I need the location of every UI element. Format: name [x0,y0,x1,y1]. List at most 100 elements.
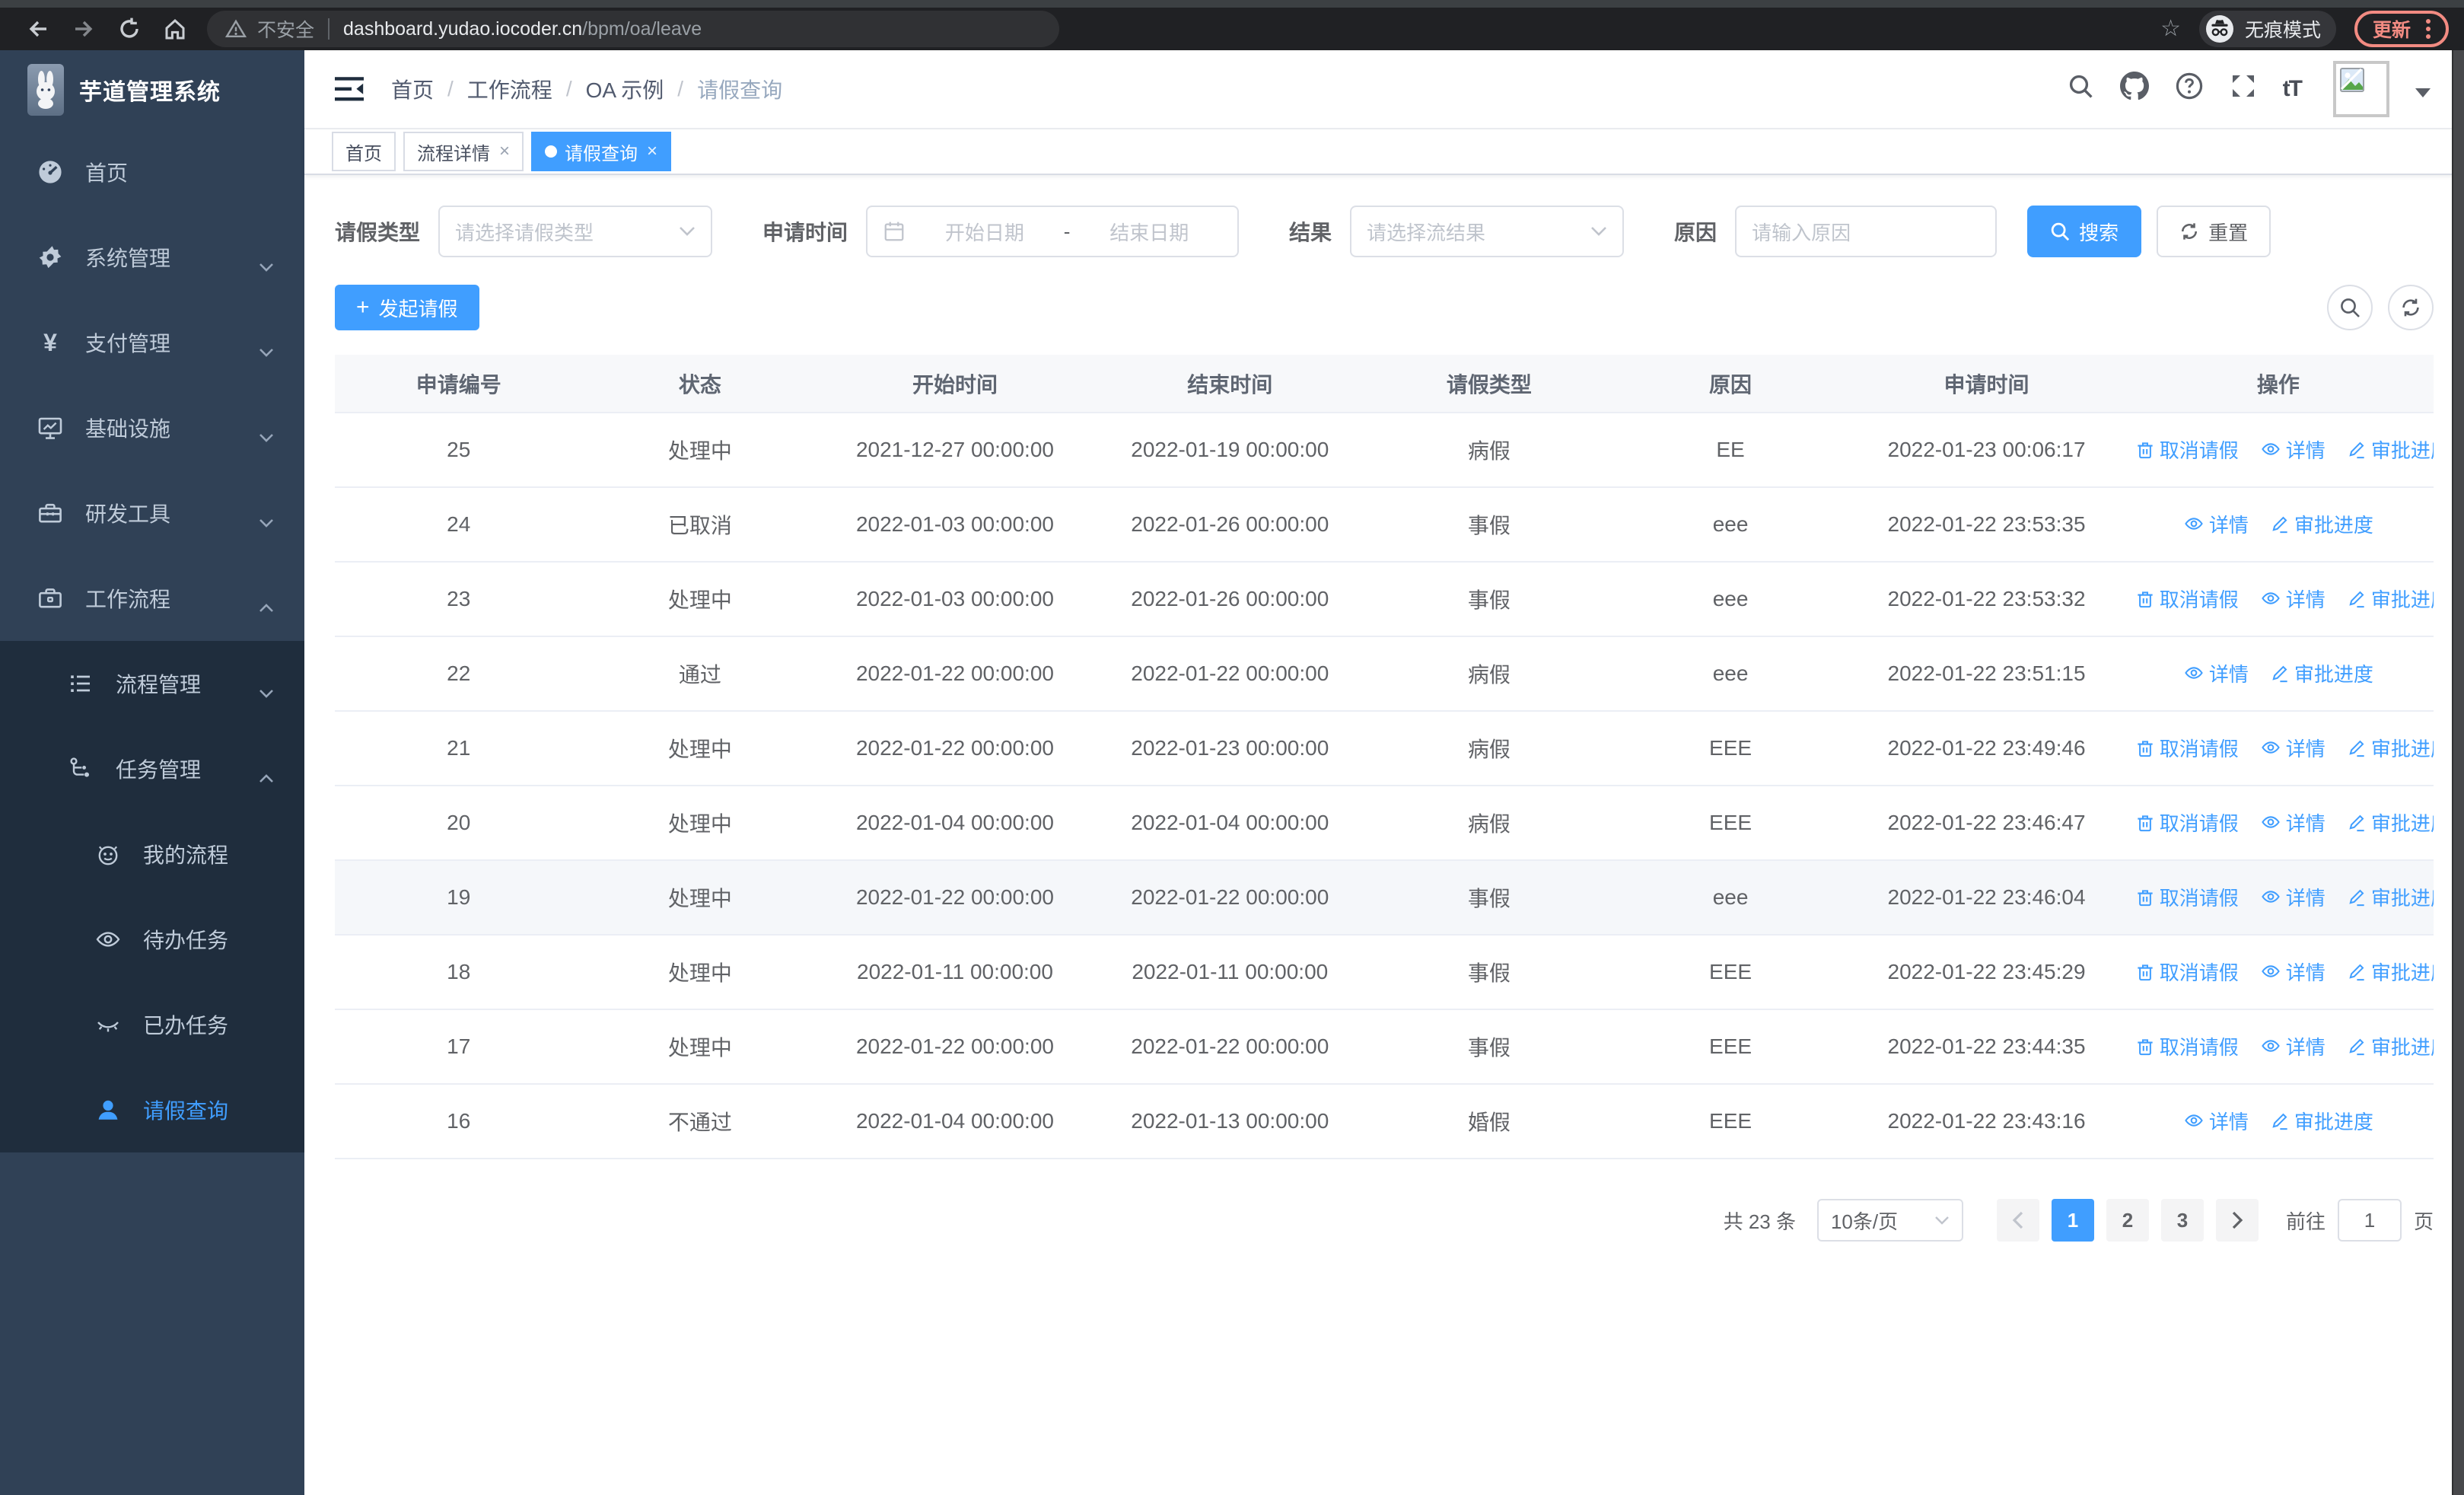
sidebar-item-todo-tasks[interactable]: 待办任务 [0,897,304,982]
plus-icon: + [356,295,370,320]
progress-action-link[interactable]: 审批进度 [2347,435,2434,464]
font-size-icon[interactable]: tT [2282,76,2303,101]
cancel-action-link[interactable]: 取消请假 [2135,883,2239,911]
progress-action-link[interactable]: 审批进度 [2270,1107,2373,1135]
prev-page-button[interactable] [1996,1199,2039,1242]
action-label: 详情 [2208,1110,2249,1133]
browser-forward-icon[interactable] [61,9,107,49]
sidebar-item-payment[interactable]: ¥ 支付管理 [0,300,304,385]
detail-action-link[interactable]: 详情 [2260,958,2326,986]
bookmark-star-icon[interactable]: ☆ [2160,16,2181,41]
result-select[interactable]: 请选择流结果 [1350,206,1625,257]
close-icon[interactable]: × [647,141,658,161]
filter-form: 请假类型 请选择请假类型 申请时间 开始日期 - 结束日期 结果 请选择流结果 [335,206,2434,257]
detail-action-link[interactable]: 详情 [2260,808,2326,837]
table-cell-reason: EE [1610,413,1851,488]
progress-action-link[interactable]: 审批进度 [2270,659,2373,687]
page-size-select[interactable]: 10条/页 [1816,1199,1963,1242]
breadcrumb-item[interactable]: 首页 [391,78,435,102]
breadcrumb-item[interactable]: OA 示例 [585,78,664,102]
cancel-action-link[interactable]: 取消请假 [2135,808,2239,837]
progress-action-link[interactable]: 审批进度 [2270,510,2373,538]
browser-home-icon[interactable] [152,9,198,49]
detail-action-link[interactable]: 详情 [2260,1032,2326,1060]
sidebar-item-system[interactable]: 系统管理 [0,215,304,300]
table-header-cell: 申请时间 [1850,355,2123,413]
browser-update-button[interactable]: 更新 [2354,11,2449,47]
tab-label: 请假查询 [565,143,638,164]
chevron-down-icon [1935,1216,1949,1225]
reset-button[interactable]: 重置 [2157,206,2271,257]
search-button[interactable]: 搜索 [2027,206,2142,257]
breadcrumb-item[interactable]: 工作流程 [466,78,552,102]
detail-action-link[interactable]: 详情 [2260,435,2326,464]
cancel-action-link[interactable]: 取消请假 [2135,1032,2239,1060]
progress-action-link[interactable]: 审批进度 [2347,1032,2434,1060]
sidebar-item-infra[interactable]: 基础设施 [0,385,304,470]
goto-page-input[interactable] [2337,1199,2402,1242]
sidebar-item-process-mgmt[interactable]: 流程管理 [0,641,304,726]
create-leave-button[interactable]: + 发起请假 [335,285,479,330]
sidebar-item-done-tasks[interactable]: 已办任务 [0,982,304,1067]
apply-time-range-picker[interactable]: 开始日期 - 结束日期 [866,206,1240,257]
progress-action-link[interactable]: 审批进度 [2347,734,2434,762]
sidebar-item-devtools[interactable]: 研发工具 [0,470,304,556]
browser-menu-icon[interactable] [2426,19,2431,39]
detail-action-link[interactable]: 详情 [2260,734,2326,762]
page-button-2[interactable]: 2 [2106,1199,2149,1242]
page-button-1[interactable]: 1 [2051,1199,2094,1242]
help-icon[interactable] [2175,72,2204,107]
detail-action-link[interactable]: 详情 [2183,1107,2249,1135]
next-page-button[interactable] [2215,1199,2259,1242]
close-icon[interactable]: × [499,141,511,161]
github-icon[interactable] [2119,72,2149,107]
detail-action-link[interactable]: 详情 [2260,883,2326,911]
chevron-left-icon [2012,1211,2023,1229]
cancel-action-link[interactable]: 取消请假 [2135,585,2239,613]
tag-tabbar: 首页 流程详情 × 请假查询 × [304,129,2464,175]
table-cell-actions: 取消请假 详情 审批进度 [2122,562,2434,637]
fullscreen-icon[interactable] [2230,72,2257,106]
detail-action-link[interactable]: 详情 [2183,659,2249,687]
sidebar-item-leave-query[interactable]: 请假查询 [0,1067,304,1152]
tab-leave-query[interactable]: 请假查询 × [531,132,672,171]
action-label: 取消请假 [2159,886,2239,910]
reason-input[interactable]: 请输入原因 [1735,206,1998,257]
address-bar[interactable]: 不安全 dashboard.yudao.iocoder.cn/bpm/oa/le… [207,11,1059,47]
table-cell-type: 事假 [1367,562,1611,637]
detail-action-link[interactable]: 详情 [2183,510,2249,538]
avatar-dropdown-caret[interactable] [2415,88,2431,105]
breadcrumb-item-current: 请假查询 [697,78,783,102]
cancel-action-link[interactable]: 取消请假 [2135,958,2239,986]
action-label: 详情 [2285,737,2326,760]
avatar[interactable] [2333,61,2389,117]
search-icon[interactable] [2067,72,2094,106]
sidebar-item-home[interactable]: 首页 [0,129,304,215]
browser-reload-icon[interactable] [107,9,152,49]
page-button-3[interactable]: 3 [2160,1199,2204,1242]
table-cell-actions: 取消请假 详情 审批进度 [2122,786,2434,861]
table-cell-end: 2022-01-22 00:00:00 [1092,636,1367,712]
sidebar-item-my-process[interactable]: 我的流程 [0,811,304,897]
tab-process-detail[interactable]: 流程详情 × [403,132,524,171]
progress-action-link[interactable]: 审批进度 [2347,808,2434,837]
chevron-up-icon [259,594,274,618]
tab-home[interactable]: 首页 [332,132,396,171]
leave-type-select[interactable]: 请选择请假类型 [438,206,713,257]
cancel-action-link[interactable]: 取消请假 [2135,435,2239,464]
sidebar-item-task-mgmt[interactable]: 任务管理 [0,726,304,811]
progress-action-link[interactable]: 审批进度 [2347,883,2434,911]
refresh-table-button[interactable] [2388,285,2434,330]
browser-back-icon[interactable] [15,9,61,49]
sidebar-item-workflow[interactable]: 工作流程 [0,556,304,641]
progress-action-link[interactable]: 审批进度 [2347,958,2434,986]
eye-icon [2261,592,2280,604]
page-scrollbar[interactable] [2452,50,2464,1495]
sidebar-collapse-icon[interactable] [335,77,364,101]
table-cell-start: 2022-01-22 00:00:00 [817,1009,1093,1085]
cancel-action-link[interactable]: 取消请假 [2135,734,2239,762]
broken-image-icon [2340,68,2364,92]
detail-action-link[interactable]: 详情 [2260,585,2326,613]
progress-action-link[interactable]: 审批进度 [2347,585,2434,613]
toggle-search-button[interactable] [2327,285,2373,330]
